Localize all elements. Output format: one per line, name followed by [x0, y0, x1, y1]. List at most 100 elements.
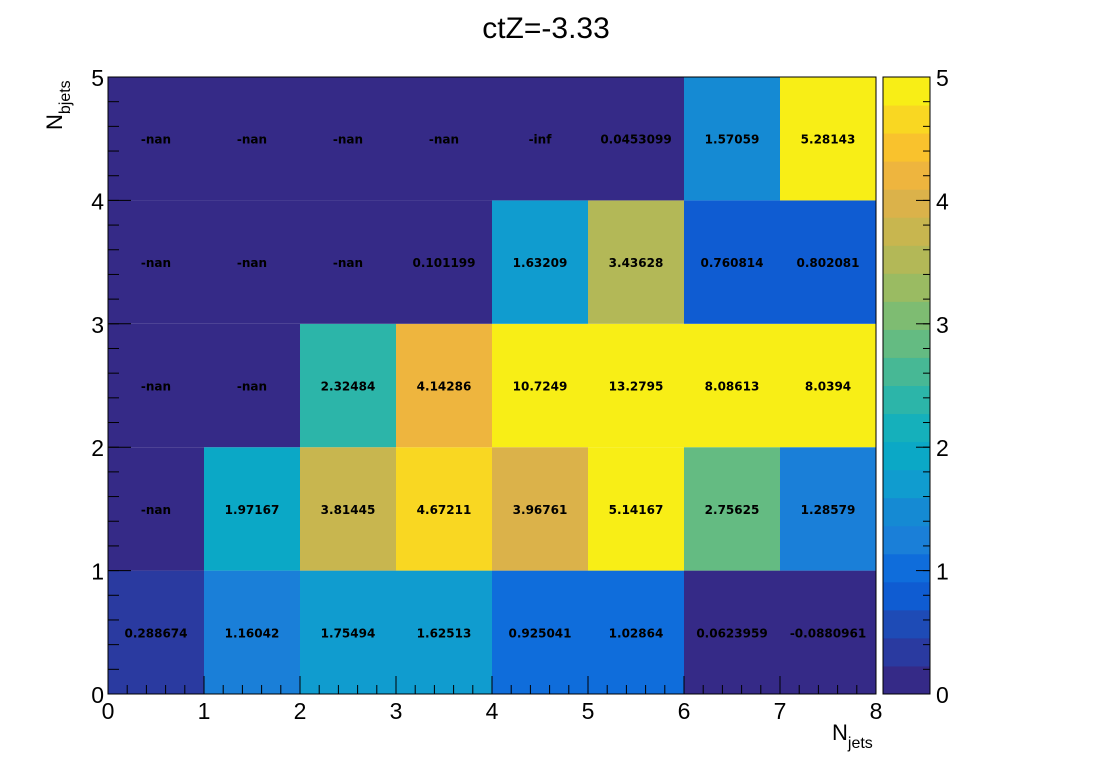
heatmap-cell [396, 323, 492, 448]
cell-value-label: 3.43628 [609, 256, 664, 270]
cell-value-label: 0.0623959 [696, 626, 767, 640]
heatmap-cell [492, 323, 588, 448]
cell-value-label: -nan [333, 133, 363, 147]
heatmap-cell [684, 200, 780, 324]
cell-value-label: -nan [141, 380, 171, 394]
palette-swatch [883, 553, 930, 583]
palette-swatch [883, 441, 930, 471]
palette-swatch [883, 469, 930, 499]
heatmap-cell [108, 77, 204, 201]
x-tick-label: 5 [582, 698, 595, 724]
palette-swatch [883, 217, 930, 246]
heatmap-cell [204, 570, 300, 694]
cell-value-label: -nan [429, 133, 459, 147]
palette-swatch [883, 105, 930, 134]
chart-title: ctZ=-3.33 [482, 12, 610, 45]
x-tick-label: 6 [678, 698, 691, 724]
y-axis-label: Nbjets [42, 80, 74, 130]
heatmap-cell [300, 77, 396, 201]
heatmap-cell [684, 570, 780, 694]
heatmap-cell [108, 447, 204, 571]
cell-value-label: -nan [141, 133, 171, 147]
heatmap-cell [588, 77, 684, 201]
cell-value-label: 1.57059 [705, 133, 760, 147]
heatmap-cell [780, 570, 876, 694]
heatmap-cell [588, 447, 684, 571]
cell-value-label: 1.97167 [225, 503, 280, 517]
cell-value-label: 4.67211 [417, 503, 472, 517]
heatmap-cell [396, 77, 492, 201]
heatmap-cell [204, 323, 300, 448]
palette-swatch [883, 161, 930, 190]
cell-value-label: 0.288674 [124, 626, 187, 640]
heatmap-cells [108, 77, 876, 694]
cell-value-label: 2.75625 [705, 503, 760, 517]
palette-swatch [883, 357, 930, 386]
palette-swatch [883, 245, 930, 274]
heatmap-cell [300, 323, 396, 448]
heatmap-cell [396, 447, 492, 571]
palette-swatch [883, 301, 930, 330]
heatmap-cell [204, 447, 300, 571]
palette-swatch [883, 385, 930, 415]
x-tick-label: 3 [390, 698, 403, 724]
y-axis-label-main: N [42, 114, 67, 130]
palette-swatch [883, 77, 930, 106]
heatmap-cell [300, 447, 396, 571]
palette-swatch [883, 413, 930, 443]
palette-tick-label: 4 [936, 188, 949, 214]
palette-tick-label: 2 [936, 435, 949, 461]
heatmap-cell [300, 570, 396, 694]
cell-value-label: -nan [237, 133, 267, 147]
cell-value-label: -inf [529, 133, 553, 147]
heatmap-cell [780, 200, 876, 324]
palette-swatch [883, 497, 930, 527]
cell-value-label: 0.802081 [796, 256, 859, 270]
palette-swatch [883, 609, 930, 639]
cell-value-label: -nan [141, 256, 171, 270]
heatmap-cell [492, 447, 588, 571]
palette-tick-label: 0 [936, 682, 949, 708]
x-axis-label-sub: jets [847, 735, 873, 752]
heatmap-cell [780, 323, 876, 448]
palette-frame [882, 76, 931, 695]
heatmap-cell [492, 77, 588, 201]
x-tick-label: 2 [294, 698, 307, 724]
y-tick-label: 5 [91, 65, 104, 91]
heatmap-cell [300, 200, 396, 324]
cell-value-label: -0.0880961 [790, 626, 866, 640]
x-tick-label: 7 [774, 698, 787, 724]
cell-value-label: -nan [141, 503, 171, 517]
cell-value-label: 0.760814 [700, 256, 763, 270]
palette-swatch [883, 189, 930, 218]
cell-value-label: 1.16042 [225, 626, 280, 640]
cell-value-label: 3.81445 [321, 503, 376, 517]
y-tick-label: 2 [91, 435, 104, 461]
heatmap-cell [108, 570, 204, 694]
heatmap-cell [588, 570, 684, 694]
y-tick-label: 1 [91, 559, 104, 585]
heatmap-cell [108, 200, 204, 324]
cell-value-label: 0.925041 [508, 626, 571, 640]
y-tick-label: 3 [91, 312, 104, 338]
heatmap-cell [204, 77, 300, 201]
cell-value-label: 0.0453099 [600, 133, 671, 147]
heatmap-cell [588, 200, 684, 324]
y-axis: 0 1 2 3 4 5 [91, 65, 131, 708]
heatmap-cell [588, 323, 684, 448]
cell-value-label: 1.75494 [321, 626, 376, 640]
y-tick-label: 0 [91, 682, 104, 708]
palette-tick-label: 5 [936, 65, 949, 91]
cell-value-label: 1.28579 [801, 503, 856, 517]
color-palette [882, 76, 931, 695]
cell-value-label: 0.101199 [412, 256, 475, 270]
x-tick-label: 0 [102, 698, 115, 724]
cell-value-label: 8.0394 [805, 380, 851, 394]
cell-value-label: -nan [237, 380, 267, 394]
cell-value-label: 8.08613 [705, 380, 760, 394]
palette-swatch [883, 133, 930, 162]
cell-value-label: 1.02864 [609, 626, 664, 640]
cell-value-label: 2.32484 [321, 380, 376, 394]
palette-swatch [883, 637, 930, 667]
heatmap-cell [204, 200, 300, 324]
